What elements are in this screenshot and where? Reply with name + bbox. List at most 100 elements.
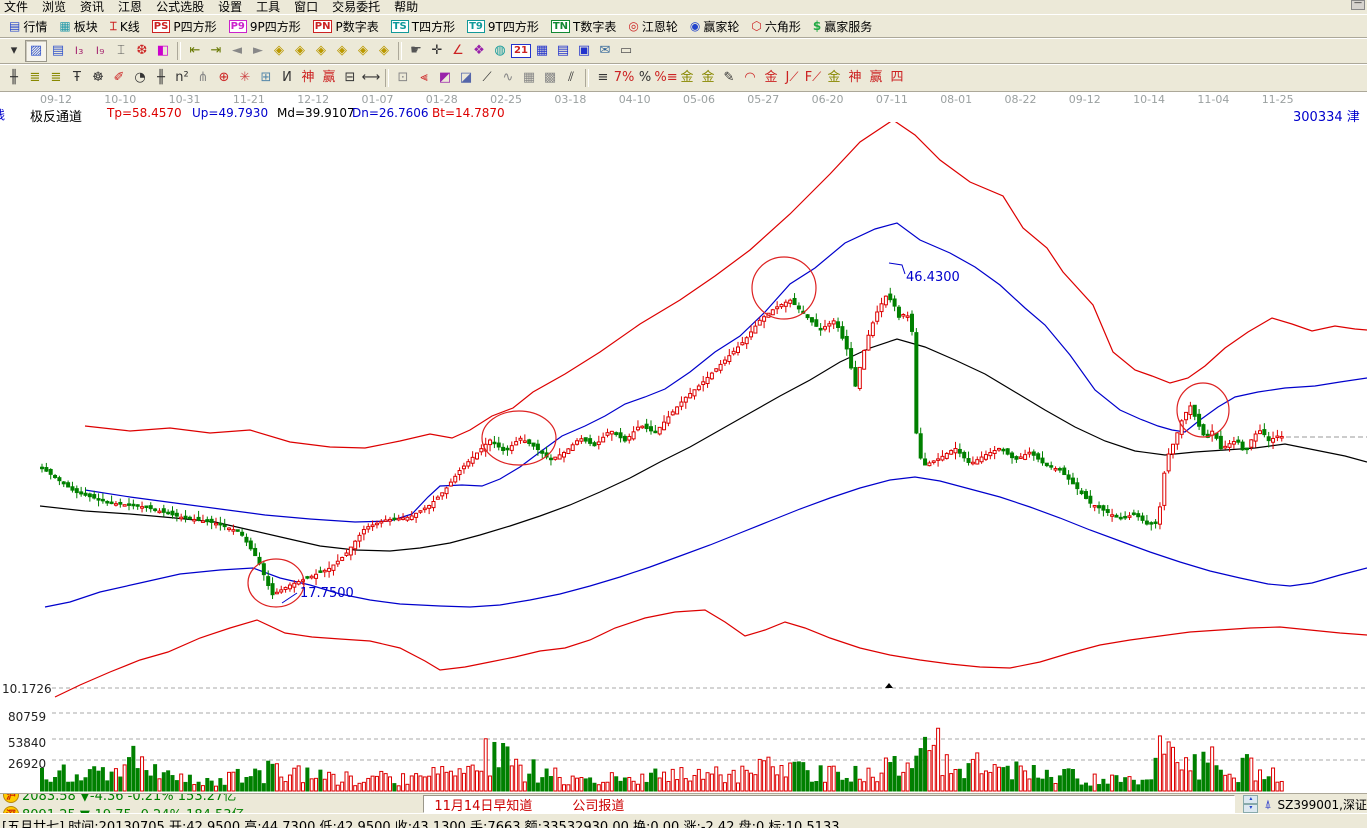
grid-icon[interactable]: ▦	[522, 70, 536, 85]
step-back-icon[interactable]: ◄	[232, 43, 242, 58]
stamp-red-icon[interactable]: ❆	[136, 43, 148, 58]
calendar-21-icon[interactable]: 21	[511, 41, 531, 61]
diamond-right-icon[interactable]: ◈	[295, 43, 305, 58]
menu-item-9[interactable]: 帮助	[394, 0, 419, 14]
p-number-button[interactable]: PN P数字表	[308, 17, 384, 36]
menu-item-1[interactable]: 浏览	[42, 0, 67, 14]
compass-pen-icon[interactable]: ✐	[113, 70, 125, 85]
dropdown-arrow-icon[interactable]: ▾	[10, 43, 18, 58]
diamond-left-icon[interactable]: ◈	[274, 43, 284, 58]
skip-start-icon[interactable]: ⇤	[189, 43, 201, 58]
angle-tool-icon[interactable]: ∠	[452, 43, 464, 58]
mail-icon[interactable]: ✉	[599, 43, 611, 58]
step-forward-icon[interactable]: ►	[253, 43, 263, 58]
profile-chart-icon[interactable]: ◧	[156, 43, 170, 58]
bars-3-icon[interactable]: ı₃	[74, 43, 84, 58]
star-burst-icon[interactable]: ✳	[239, 70, 251, 85]
news-headline-1[interactable]: 公司报道	[572, 798, 625, 813]
percent-icon[interactable]: %	[638, 70, 652, 85]
rect-select-icon[interactable]: ⊡	[397, 70, 409, 85]
fan-icon[interactable]: ◩	[438, 70, 452, 85]
t-number-button[interactable]: TN T数字表	[546, 17, 622, 36]
hand-icon[interactable]: ☛	[410, 43, 422, 58]
gold-section2-icon[interactable]: ≣	[50, 70, 62, 85]
p-square-button[interactable]: PS P四方形	[147, 17, 222, 36]
diamond-out-icon[interactable]: ◈	[337, 43, 347, 58]
hexagon-button[interactable]: ⬡ 六角形	[746, 17, 806, 36]
ruler-small-icon[interactable]: ╫	[157, 70, 165, 85]
quotes-button[interactable]: ▤ 行情	[4, 17, 52, 36]
gold-circle-icon[interactable]: 金	[680, 70, 694, 85]
bars-9-icon[interactable]: ı₉	[95, 43, 105, 58]
gold-section-icon[interactable]: ≣	[29, 70, 41, 85]
save-disk-icon[interactable]: ▣	[577, 43, 591, 58]
sectors-button[interactable]: ▦ 板块	[54, 17, 102, 36]
rays-icon[interactable]: ⫷	[420, 70, 428, 85]
percent-lines-icon[interactable]: %≡	[654, 70, 678, 85]
pattern-icon[interactable]: ◍	[494, 43, 506, 58]
ruler-ticks-icon[interactable]: ╫	[10, 70, 18, 85]
skip-end-icon[interactable]: ⇥	[210, 43, 222, 58]
zigzag-icon[interactable]: И	[282, 70, 292, 85]
candle-icon[interactable]: ⌶	[117, 43, 125, 58]
gold-slash-icon[interactable]: 金	[827, 70, 841, 85]
ying-slash-icon[interactable]: 赢	[869, 70, 883, 85]
spiral-icon[interactable]: ☸	[92, 70, 104, 85]
fan-shade-icon[interactable]: ◪	[459, 70, 473, 85]
info-note-icon[interactable]: ▤	[51, 43, 65, 58]
f-slash-icon[interactable]: F⟋	[804, 70, 822, 85]
menu-item-3[interactable]: 江恩	[118, 0, 143, 14]
menu-item-4[interactable]: 公式选股	[156, 0, 205, 14]
notebook-icon[interactable]: ▤	[556, 43, 570, 58]
winner-wheel-button[interactable]: ◉ 赢家轮	[685, 17, 745, 36]
shen-tool-icon[interactable]: 神	[301, 70, 315, 85]
j-slash-icon[interactable]: J⟋	[785, 70, 799, 85]
stamp-purple-icon[interactable]: ❖	[473, 43, 485, 58]
9t-square-button[interactable]: T9 9T四方形	[462, 17, 544, 36]
spin-up-icon[interactable]: ▴	[1243, 795, 1259, 804]
grid-arrow-icon[interactable]: ▩	[543, 70, 557, 85]
printer-icon[interactable]: ▭	[619, 43, 633, 58]
crosshair-icon[interactable]: ✛	[431, 43, 443, 58]
trend-angle-icon[interactable]: ⟋	[482, 70, 492, 85]
gold-band-icon[interactable]: 金	[764, 70, 778, 85]
wave-band-icon[interactable]: ◠	[744, 70, 756, 85]
gold-line-icon[interactable]: 金	[701, 70, 715, 85]
9p-square-button[interactable]: P9 9P四方形	[224, 17, 306, 36]
percent-band-icon[interactable]: 7%	[613, 70, 635, 85]
diamond-in-icon[interactable]: ◈	[316, 43, 326, 58]
brush-icon[interactable]: ✎	[723, 70, 735, 85]
winner-service-button[interactable]: $ 赢家服务	[808, 17, 877, 36]
menu-item-6[interactable]: 工具	[256, 0, 281, 14]
menu-item-7[interactable]: 窗口	[294, 0, 319, 14]
diamond-grid-icon[interactable]: ◈	[379, 43, 389, 58]
current-index-label[interactable]: SZ399001,深证	[1277, 797, 1367, 812]
index-quote-0[interactable]: 沪 2083.58 ▼-4.36 -0.21% 153.27亿	[0, 794, 236, 804]
fibonacci-f-icon[interactable]: Ŧ	[73, 70, 81, 85]
n2-icon[interactable]: n²	[175, 70, 189, 85]
grid-target-icon[interactable]: ⊞	[260, 70, 272, 85]
menu-item-5[interactable]: 设置	[218, 0, 243, 14]
circle-cross-icon[interactable]: ⊕	[218, 70, 230, 85]
t-square-button[interactable]: TS T四方形	[386, 17, 460, 36]
width-measure-icon[interactable]: ⟷	[361, 70, 381, 85]
index-quote-1[interactable]: 深8091.25 ▼-19.75 -0.24% 184.53亿	[0, 804, 245, 814]
parallel-lines-icon[interactable]: ⫽	[568, 70, 574, 85]
menu-item-8[interactable]: 交易委托	[332, 0, 381, 14]
percent-scale-icon[interactable]: ≡	[597, 70, 609, 85]
calculator-icon[interactable]: ▦	[535, 43, 549, 58]
ruler-123-icon[interactable]: ⊟	[344, 70, 356, 85]
menu-item-0[interactable]: 文件	[4, 0, 29, 14]
gauge-circle-icon[interactable]: ◔	[134, 70, 146, 85]
ying-tool-icon[interactable]: 赢	[322, 70, 336, 85]
spin-control[interactable]: ▴ ▾	[1243, 795, 1259, 813]
diamond-star-icon[interactable]: ◈	[358, 43, 368, 58]
menu-item-2[interactable]: 资讯	[80, 0, 105, 14]
minimize-button[interactable]: —	[1351, 0, 1365, 10]
four-slash-icon[interactable]: 四	[890, 70, 904, 85]
wave-icon[interactable]: ∿	[502, 70, 514, 85]
spin-down-icon[interactable]: ▾	[1243, 804, 1259, 813]
kline-button[interactable]: ⌶ K线	[105, 17, 145, 36]
news-headline-0[interactable]: 11月14日早知道	[434, 798, 533, 813]
